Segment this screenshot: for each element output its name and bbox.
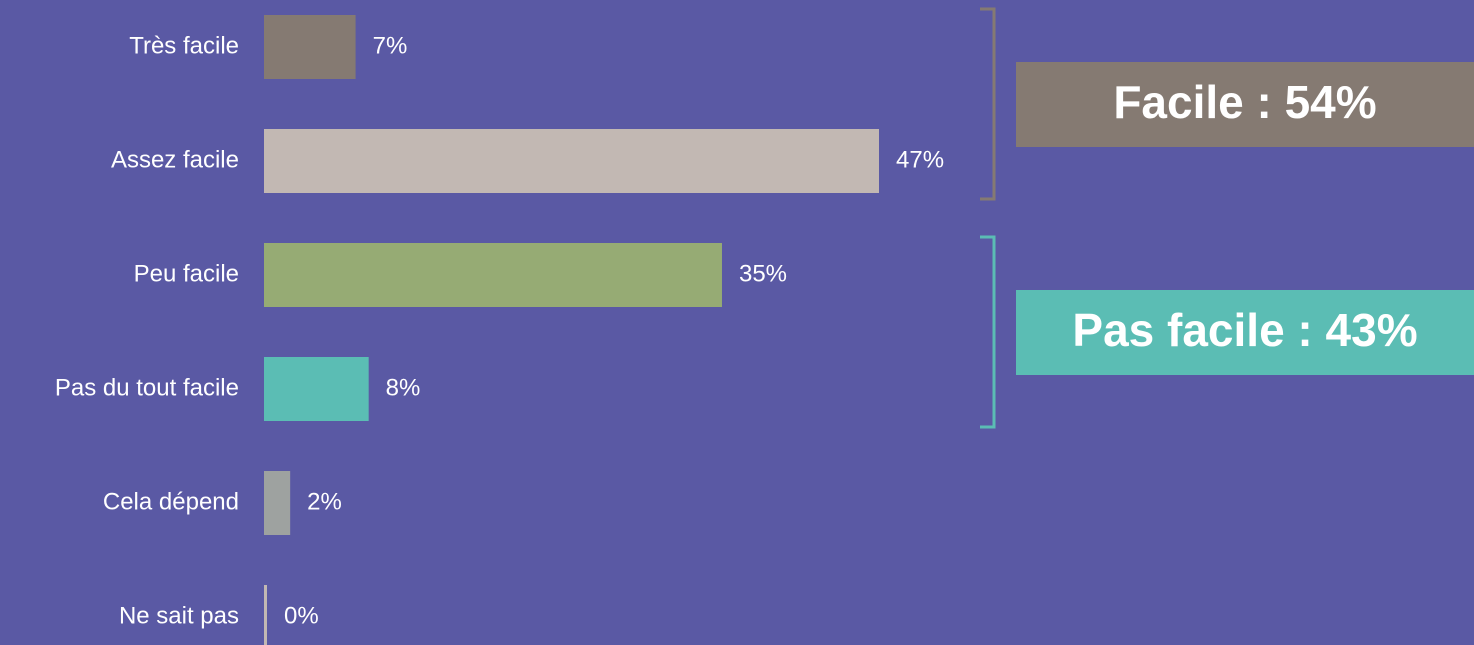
- bar: [264, 585, 267, 645]
- annotation-box: [1016, 290, 1474, 375]
- value-label: 7%: [373, 32, 408, 59]
- category-label: Assez facile: [111, 146, 239, 173]
- value-label: 2%: [307, 488, 342, 515]
- bar: [264, 15, 356, 79]
- value-label: 47%: [896, 146, 944, 173]
- value-label: 0%: [284, 602, 319, 629]
- category-label: Pas du tout facile: [55, 374, 239, 401]
- annotation-text: Facile : 54%: [1113, 76, 1376, 128]
- bracket: [980, 235, 996, 429]
- bar: [264, 357, 369, 421]
- annotation-text: Pas facile : 43%: [1072, 304, 1417, 356]
- category-label: Ne sait pas: [119, 602, 239, 629]
- bar: [264, 243, 722, 307]
- category-label: Peu facile: [134, 260, 239, 287]
- annotation-box: [1016, 62, 1474, 147]
- value-label: 35%: [739, 260, 787, 287]
- bar: [264, 129, 879, 193]
- category-label: Très facile: [129, 32, 239, 59]
- bracket: [980, 7, 996, 201]
- value-label: 8%: [386, 374, 421, 401]
- bar: [264, 471, 291, 535]
- category-label: Cela dépend: [103, 488, 239, 515]
